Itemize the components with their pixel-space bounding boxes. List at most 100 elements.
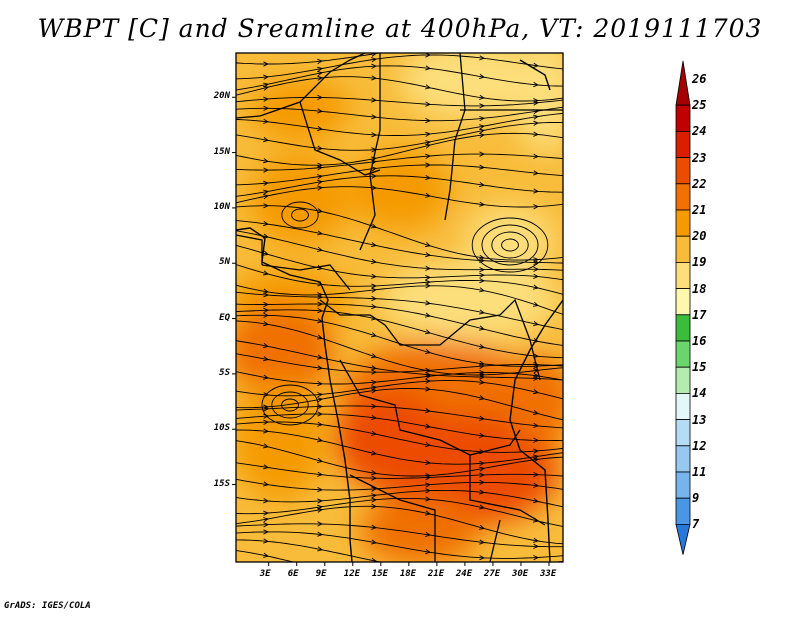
streamline-arrow: [425, 386, 432, 392]
streamline-arrow: [371, 450, 378, 456]
streamline-arrow: [479, 201, 486, 207]
streamline-arrow: [479, 369, 486, 376]
streamline-arrow: [533, 188, 540, 194]
streamline-arrow: [479, 395, 486, 401]
streamline-arrow: [263, 158, 270, 164]
colorbar-label: 25: [692, 98, 707, 113]
streamline-arrow: [533, 498, 540, 504]
streamline-arrow: [263, 221, 270, 227]
streamline-eddy: [291, 208, 309, 222]
streamline: [236, 244, 563, 281]
streamline: [236, 440, 563, 477]
streamline-arrow: [263, 118, 270, 124]
colorbar-swatch: [675, 209, 691, 237]
streamline-arrow: [317, 487, 324, 493]
streamline-arrow: [533, 98, 540, 104]
streamline-arrow: [425, 252, 432, 258]
streamline-arrow: [371, 332, 377, 338]
streamline-arrow: [371, 365, 378, 371]
streamline: [236, 264, 563, 295]
streamline-arrow: [533, 537, 540, 543]
colorbar: [675, 60, 691, 555]
streamline-arrow: [263, 180, 270, 186]
streamline: [236, 523, 563, 548]
streamline-arrow: [370, 430, 378, 436]
streamline-arrow: [317, 179, 324, 185]
colorbar-swatch: [675, 130, 691, 158]
streamline-arrow: [263, 419, 270, 425]
streamline-arrow: [371, 295, 378, 302]
streamline-arrow: [263, 481, 270, 487]
streamline-arrow: [425, 300, 432, 306]
streamline-arrow: [425, 474, 432, 481]
streamline-arrow: [371, 524, 378, 530]
streamline-arrow: [479, 151, 486, 157]
streamline-arrow: [317, 531, 324, 537]
colorbar-swatch: [675, 60, 691, 106]
colorbar-swatch: [675, 419, 691, 447]
lat-tick-label: 5N: [219, 257, 230, 268]
streamline-arrow: [479, 555, 486, 561]
streamline-arrow: [371, 304, 378, 310]
streamline-arrow: [263, 270, 270, 276]
colorbar-label: 15: [692, 360, 707, 375]
streamline-arrow: [371, 166, 378, 172]
streamline-arrow: [371, 486, 378, 492]
streamline-arrow: [425, 241, 431, 247]
streamline-arrow: [317, 94, 324, 101]
streamline-arrow: [425, 549, 432, 555]
streamline-arrow: [263, 517, 270, 523]
streamline-arrow: [425, 482, 432, 488]
streamline-arrow: [533, 273, 540, 279]
streamline-arrow: [425, 580, 430, 584]
streamline: [236, 309, 563, 359]
streamline-arrow: [371, 497, 378, 503]
streamline-arrow: [263, 510, 270, 516]
streamline-arrow: [317, 174, 324, 180]
streamline-arrow: [263, 189, 270, 195]
streamline-arrow: [317, 165, 324, 171]
streamline-arrow: [533, 153, 540, 159]
streamline-arrow: [532, 284, 540, 290]
streamline-arrow: [479, 415, 486, 421]
streamline-arrow: [317, 411, 324, 417]
colorbar-label: 24: [692, 124, 707, 139]
streamline-arrow: [318, 47, 323, 51]
streamline-arrow: [371, 258, 378, 265]
streamline-arrow: [479, 128, 486, 134]
streamline-arrow: [317, 457, 324, 463]
streamline-arrow: [533, 409, 540, 415]
map-frame: [235, 52, 564, 563]
streamline-arrow: [370, 242, 378, 248]
streamline-arrow: [479, 103, 486, 109]
streamline-arrow: [533, 448, 540, 454]
colorbar-label: 21: [692, 203, 707, 217]
streamline: [236, 164, 563, 186]
streamline: [236, 320, 563, 376]
streamline-arrow: [263, 96, 270, 102]
streamline-arrow: [370, 223, 377, 229]
streamline-arrow: [317, 58, 324, 65]
streamline-arrow: [424, 510, 431, 516]
colorbar-label: 20: [692, 229, 707, 244]
streamline-arrow: [479, 343, 485, 350]
streamline: [236, 53, 383, 65]
streamline: [236, 65, 563, 91]
streamline-arrow: [533, 555, 540, 561]
lon-tick-label: 9E: [315, 569, 327, 579]
streamline-arrow: [533, 170, 540, 176]
streamline-arrow: [371, 63, 378, 69]
lon-tick-label: 30E: [511, 569, 529, 579]
streamline-arrow: [263, 137, 270, 143]
colorbar-swatch: [675, 183, 691, 211]
streamline-arrow: [263, 203, 270, 209]
streamline-arrow: [425, 162, 432, 168]
streamline-arrow: [317, 381, 324, 387]
streamline-arrow: [317, 75, 324, 81]
streamline-arrow: [479, 287, 486, 293]
streamline-arrow: [479, 504, 486, 510]
colorbar-label: 17: [692, 307, 707, 322]
streamline-arrow: [263, 61, 270, 67]
streamline-arrow: [425, 65, 432, 71]
streamline-arrow: [425, 496, 432, 502]
